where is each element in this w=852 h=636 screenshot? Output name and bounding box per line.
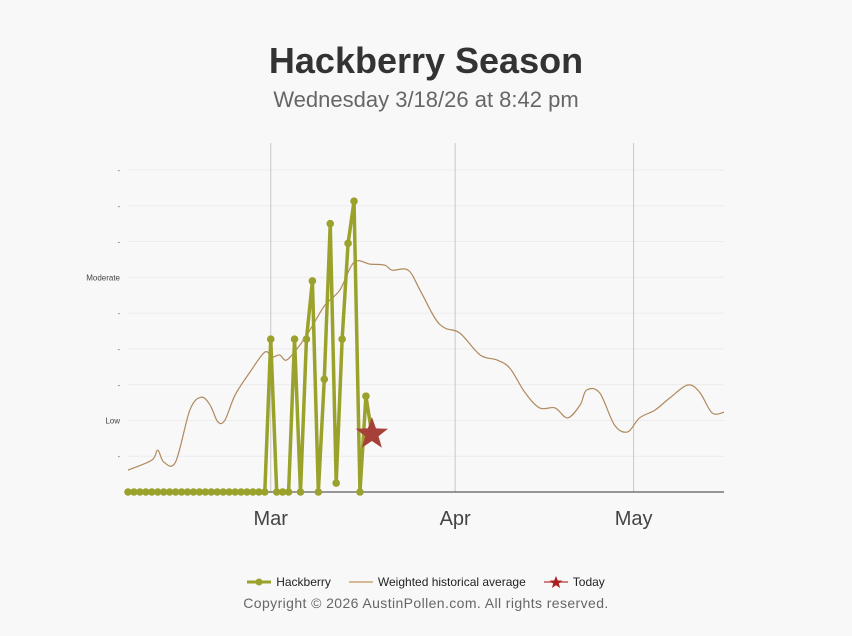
hackberry-point [183,488,192,496]
y-tick-label: - [118,240,121,247]
hackberry-point [272,488,281,496]
hackberry-point [249,488,257,496]
hackberry-point [284,488,293,496]
hackberry-point [213,488,222,496]
copyright: Copyright © 2026 AustinPollen.com. All r… [243,595,609,611]
y-tick-label: - [118,347,121,354]
legend-label: Weighted historical average [377,575,526,589]
y-tick-label: Moderate [86,273,120,282]
hackberry-point [290,335,299,344]
hackberry-point [296,488,305,496]
legend-item-average[interactable]: Weighted historical average [348,575,526,589]
legend-hackberry-swatch [247,578,272,586]
hackberry-point [266,335,275,344]
chart-subtitle: Wednesday 3/18/26 at 8:42 pm [273,87,579,112]
hackberry-point [159,488,168,496]
hackberry-point [136,488,144,496]
chart-plot: - Low - - - Moderate - - - Mar Apr May [86,143,725,530]
hackberry-point [332,479,340,487]
hackberry-point [350,197,358,205]
hackberry-point [201,488,210,496]
legend-label: Hackberry [276,575,331,589]
hackberry-point [165,488,174,496]
hackberry-point [261,488,269,496]
hackberry-point [231,488,239,496]
hackberry-point [243,488,251,496]
chart-title: Hackberry Season [268,40,584,81]
legend: Hackberry Weighted historical average To… [0,575,852,589]
hackberry-point [124,488,132,496]
hackberry-line [128,199,374,494]
average-line [127,260,725,471]
hackberry-point [147,488,156,496]
hackberry-point [278,488,287,496]
hackberry-point [237,488,245,496]
hackberry-point [189,488,198,496]
y-tick-label: - [118,454,121,461]
hackberry-point [308,277,317,285]
y-tick-label: - [118,204,121,211]
star-icon [543,576,568,588]
hackberry-point [326,219,335,228]
hackberry-point [177,488,186,496]
hackberry-point [153,488,162,496]
hackberry-point [130,488,138,496]
y-tick-label: - [118,383,121,390]
hackberry-point [314,488,323,496]
hackberry-point [320,375,329,384]
x-tick-label: Mar [254,508,289,530]
x-tick-label: Apr [440,508,471,530]
today-star-marker [355,417,388,448]
hackberry-point [356,488,364,496]
hackberry-point [142,488,150,496]
hackberry-point [195,488,204,496]
hackberry-point [225,488,233,496]
hackberry-point [255,488,263,496]
hackberry-point [344,239,352,248]
hackberry-point [219,488,227,496]
hackberry-point [338,335,346,344]
y-tick-label: - [118,311,121,318]
x-tick-label: May [615,508,653,530]
hackberry-point [362,392,370,400]
y-tick-label: Low [105,416,120,425]
y-tick-label: - [118,168,121,175]
legend-average-swatch [348,581,373,583]
hackberry-point [171,488,180,496]
hackberry-point [207,488,216,496]
hackberry-point [302,335,311,344]
legend-label: Today [572,575,605,589]
legend-item-hackberry[interactable]: Hackberry [247,575,331,589]
legend-item-today[interactable]: Today [543,575,605,589]
